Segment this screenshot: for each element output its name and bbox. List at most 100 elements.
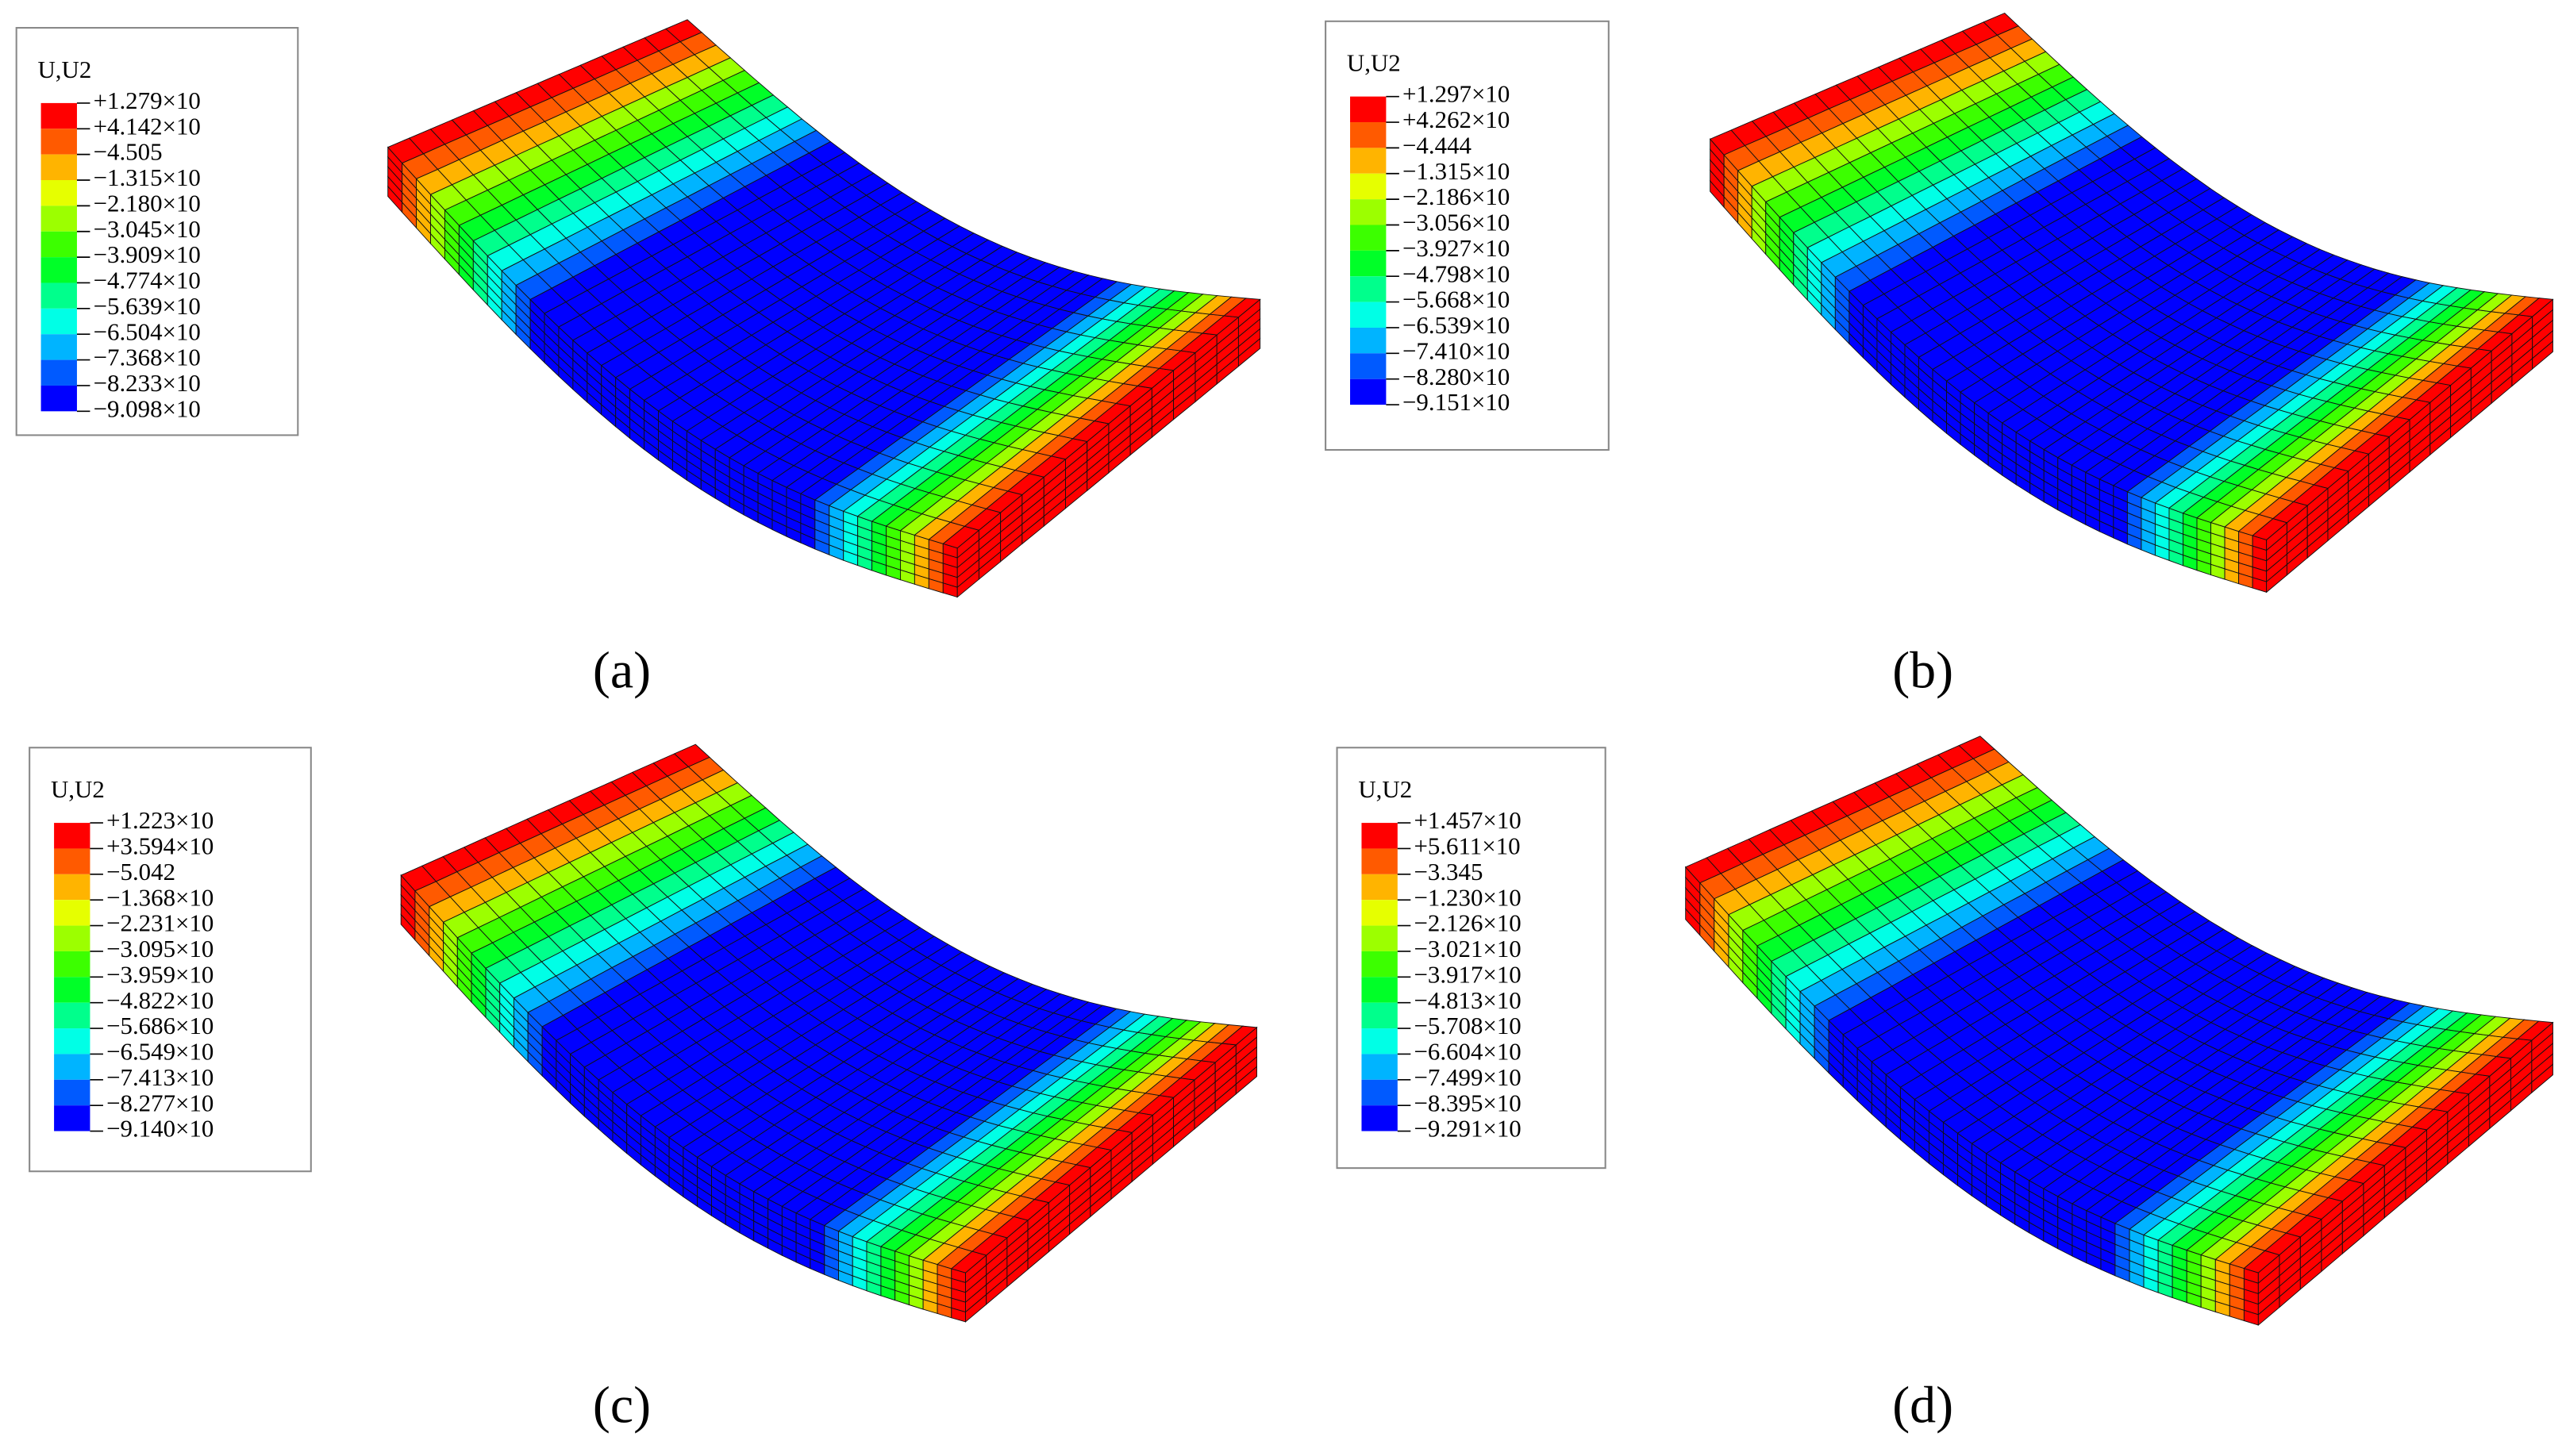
legend-swatch	[54, 1105, 90, 1131]
legend-swatch	[1361, 1054, 1398, 1080]
legend-label: +1.223×10	[106, 806, 214, 834]
legend-label: −3.909×10	[94, 240, 201, 268]
legend-swatch	[1350, 96, 1387, 123]
plate-end	[1237, 337, 1261, 367]
legend-label: −4.798×10	[1402, 259, 1510, 287]
legend-label: +1.297×10	[1402, 80, 1510, 108]
legend-label: −4.822×10	[106, 986, 214, 1014]
legend-label: −5.639×10	[94, 292, 201, 320]
legend-swatch	[40, 129, 77, 155]
legend-swatch	[40, 180, 77, 206]
legend-label: +3.594×10	[106, 832, 214, 860]
legend-label: −5.668×10	[1402, 286, 1510, 313]
plate-cell	[2518, 298, 2554, 317]
legend-swatch	[54, 925, 90, 951]
legend-swatch	[1361, 848, 1398, 874]
legend-label: −4.505	[94, 138, 163, 166]
legend-label: −8.277×10	[106, 1089, 214, 1116]
legend-label: −4.813×10	[1414, 986, 1521, 1014]
plate-cell	[1223, 298, 1261, 318]
legend-label: −7.499×10	[1414, 1063, 1521, 1091]
legend-label: −1.315×10	[94, 163, 201, 191]
legend-label: −6.549×10	[106, 1038, 214, 1066]
legend-swatch	[54, 900, 90, 926]
legend-label: −7.410×10	[1402, 336, 1510, 364]
plate-end	[2532, 340, 2553, 370]
legend-label: −3.045×10	[94, 215, 201, 243]
legend-label: −9.098×10	[94, 394, 201, 422]
legend-label: −4.444	[1402, 131, 1472, 159]
legend-label: −2.180×10	[94, 189, 201, 217]
legend-swatch	[54, 951, 90, 978]
legend-label: −1.315×10	[1402, 157, 1510, 185]
legend-label: −3.021×10	[1414, 935, 1521, 962]
legend-label: −3.917×10	[1414, 960, 1521, 988]
legend-label: −3.056×10	[1402, 209, 1510, 236]
legend-swatch	[1350, 302, 1387, 328]
legend-swatch	[1350, 148, 1387, 174]
plate	[400, 743, 1258, 1323]
legend-swatch	[54, 1054, 90, 1080]
caption: (c)	[593, 1376, 651, 1434]
legend-label: −8.395×10	[1414, 1089, 1521, 1116]
legend-label: −1.368×10	[106, 883, 214, 911]
legend-swatch	[40, 257, 77, 283]
legend-label: −3.927×10	[1402, 234, 1510, 262]
legend-label: −1.230×10	[1414, 883, 1521, 911]
legend-swatch	[1361, 823, 1398, 849]
plate-end	[1235, 1066, 1257, 1095]
legend-swatch	[1350, 353, 1387, 379]
legend-label: −5.042	[106, 858, 175, 886]
legend-swatch	[40, 308, 77, 335]
legend-label: +1.279×10	[94, 86, 201, 114]
legend-label: −7.413×10	[106, 1063, 214, 1091]
panel: U,U2+1.297×10+4.262×10−4.444−1.315×10−2.…	[1325, 12, 2554, 700]
legend-label: +4.262×10	[1402, 106, 1510, 133]
caption: (b)	[1892, 642, 1953, 700]
legend-label: −3.095×10	[106, 935, 214, 962]
legend-label: −6.539×10	[1402, 311, 1510, 339]
legend-swatch	[54, 1002, 90, 1029]
legend-swatch	[1361, 977, 1398, 1003]
legend-label: −9.151×10	[1402, 388, 1510, 416]
legend-label: −9.140×10	[106, 1115, 214, 1143]
panel: U,U2+1.457×10+5.611×10−3.345−1.230×10−2.…	[1336, 736, 2554, 1434]
legend-title: U,U2	[1358, 775, 1412, 803]
legend-swatch	[1361, 874, 1398, 901]
legend-swatch	[1350, 250, 1387, 277]
legend-title: U,U2	[37, 56, 91, 83]
legend-swatch	[54, 1079, 90, 1106]
panel: U,U2+1.279×10+4.142×10−4.505−1.315×10−2.…	[15, 19, 1261, 700]
legend-swatch	[1350, 199, 1387, 225]
legend-swatch	[1361, 1002, 1398, 1029]
legend-swatch	[1350, 276, 1387, 302]
legend-swatch	[1361, 900, 1398, 926]
legend-label: −4.774×10	[94, 267, 201, 294]
legend-swatch	[54, 977, 90, 1003]
legend-swatch	[1361, 1028, 1398, 1055]
legend-swatch	[54, 1028, 90, 1055]
legend-label: −5.708×10	[1414, 1012, 1521, 1039]
legend-label: +1.457×10	[1414, 806, 1521, 834]
legend-swatch	[1350, 122, 1387, 148]
legend-title: U,U2	[1347, 49, 1401, 77]
legend-swatch	[1361, 1079, 1398, 1106]
legend-swatch	[40, 231, 77, 258]
plate-end	[2531, 1063, 2553, 1094]
legend-swatch	[40, 385, 77, 412]
legend-swatch	[1350, 225, 1387, 251]
legend-label: −8.280×10	[1402, 363, 1510, 390]
legend-swatch	[1361, 1105, 1398, 1131]
legend-swatch	[40, 334, 77, 360]
caption: (a)	[593, 642, 651, 700]
legend-swatch	[1350, 378, 1387, 405]
legend-swatch	[1350, 327, 1387, 354]
legend-label: −8.233×10	[94, 369, 201, 397]
legend-label: +5.611×10	[1414, 832, 1520, 860]
legend-swatch	[40, 154, 77, 181]
legend-label: −6.604×10	[1414, 1038, 1521, 1066]
legend-label: −3.959×10	[106, 960, 214, 988]
legend-swatch	[40, 102, 77, 129]
